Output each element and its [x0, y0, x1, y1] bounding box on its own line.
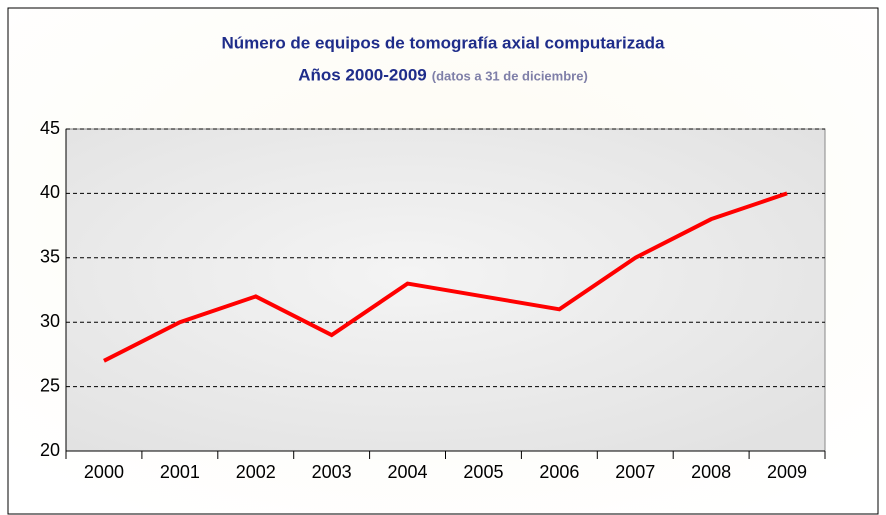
- x-tick-label: 2007: [615, 462, 655, 482]
- y-tick-label: 40: [40, 182, 60, 202]
- chart-note: (datos a 31 de diciembre): [432, 68, 588, 83]
- chart: Número de equipos de tomografía axial co…: [0, 0, 886, 515]
- y-tick-label: 20: [40, 440, 60, 460]
- x-tick-label: 2002: [236, 462, 276, 482]
- x-tick-label: 2000: [84, 462, 124, 482]
- chart-subtitle: Años 2000-2009: [298, 65, 427, 84]
- y-tick-label: 35: [40, 247, 60, 267]
- y-tick-label: 30: [40, 311, 60, 331]
- x-tick-label: 2009: [767, 462, 807, 482]
- x-tick-label: 2008: [691, 462, 731, 482]
- y-tick-label: 45: [40, 118, 60, 138]
- x-tick-label: 2003: [312, 462, 352, 482]
- x-tick-label: 2004: [388, 462, 428, 482]
- x-tick-label: 2005: [463, 462, 503, 482]
- chart-title: Número de equipos de tomografía axial co…: [221, 33, 665, 52]
- page: Número de equipos de tomografía axial co…: [0, 0, 886, 515]
- x-tick-label: 2006: [539, 462, 579, 482]
- x-tick-label: 2001: [160, 462, 200, 482]
- y-tick-label: 25: [40, 375, 60, 395]
